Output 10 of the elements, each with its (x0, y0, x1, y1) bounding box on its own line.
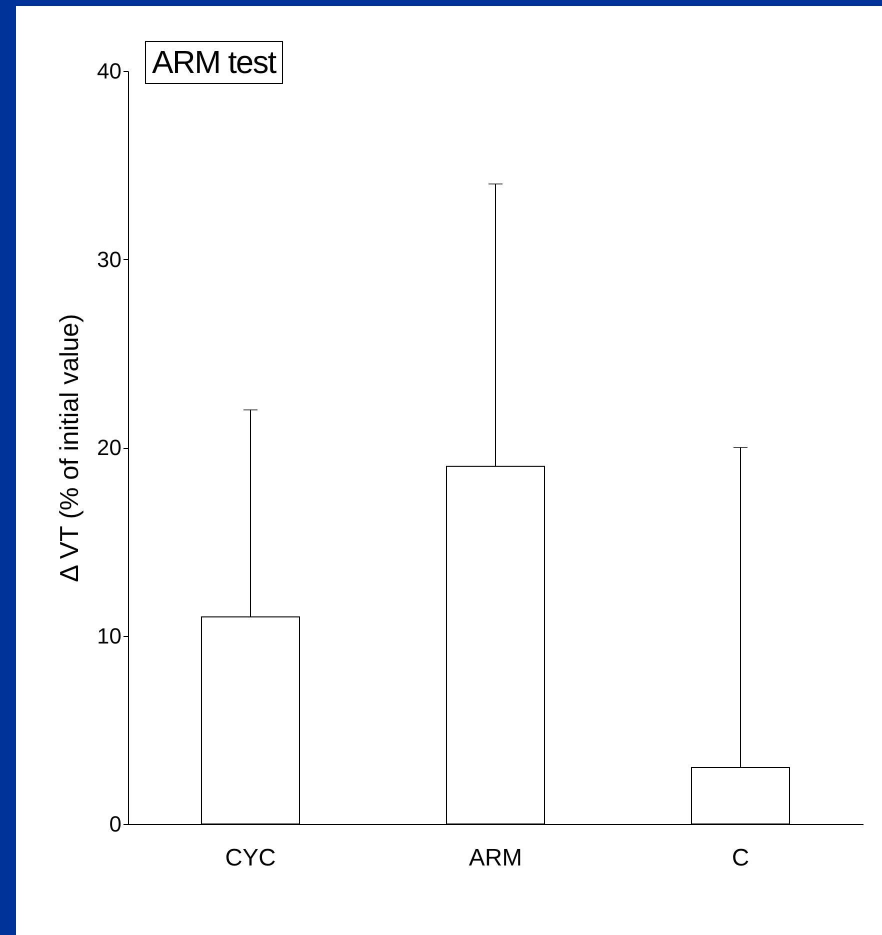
x-tick-label: ARM (468, 844, 522, 872)
y-axis-title: Δ VT (% of initial value) (54, 314, 84, 582)
y-tick-label: 30 (97, 246, 122, 272)
y-tick-label: 20 (97, 435, 122, 460)
x-tick-label: C (732, 844, 750, 872)
chart-title: ARM test (145, 41, 283, 84)
x-tick-label: CYC (225, 844, 276, 872)
y-tick-label: 40 (97, 58, 122, 84)
y-tick-label: 10 (97, 623, 122, 648)
y-tick-label: 0 (109, 812, 122, 836)
